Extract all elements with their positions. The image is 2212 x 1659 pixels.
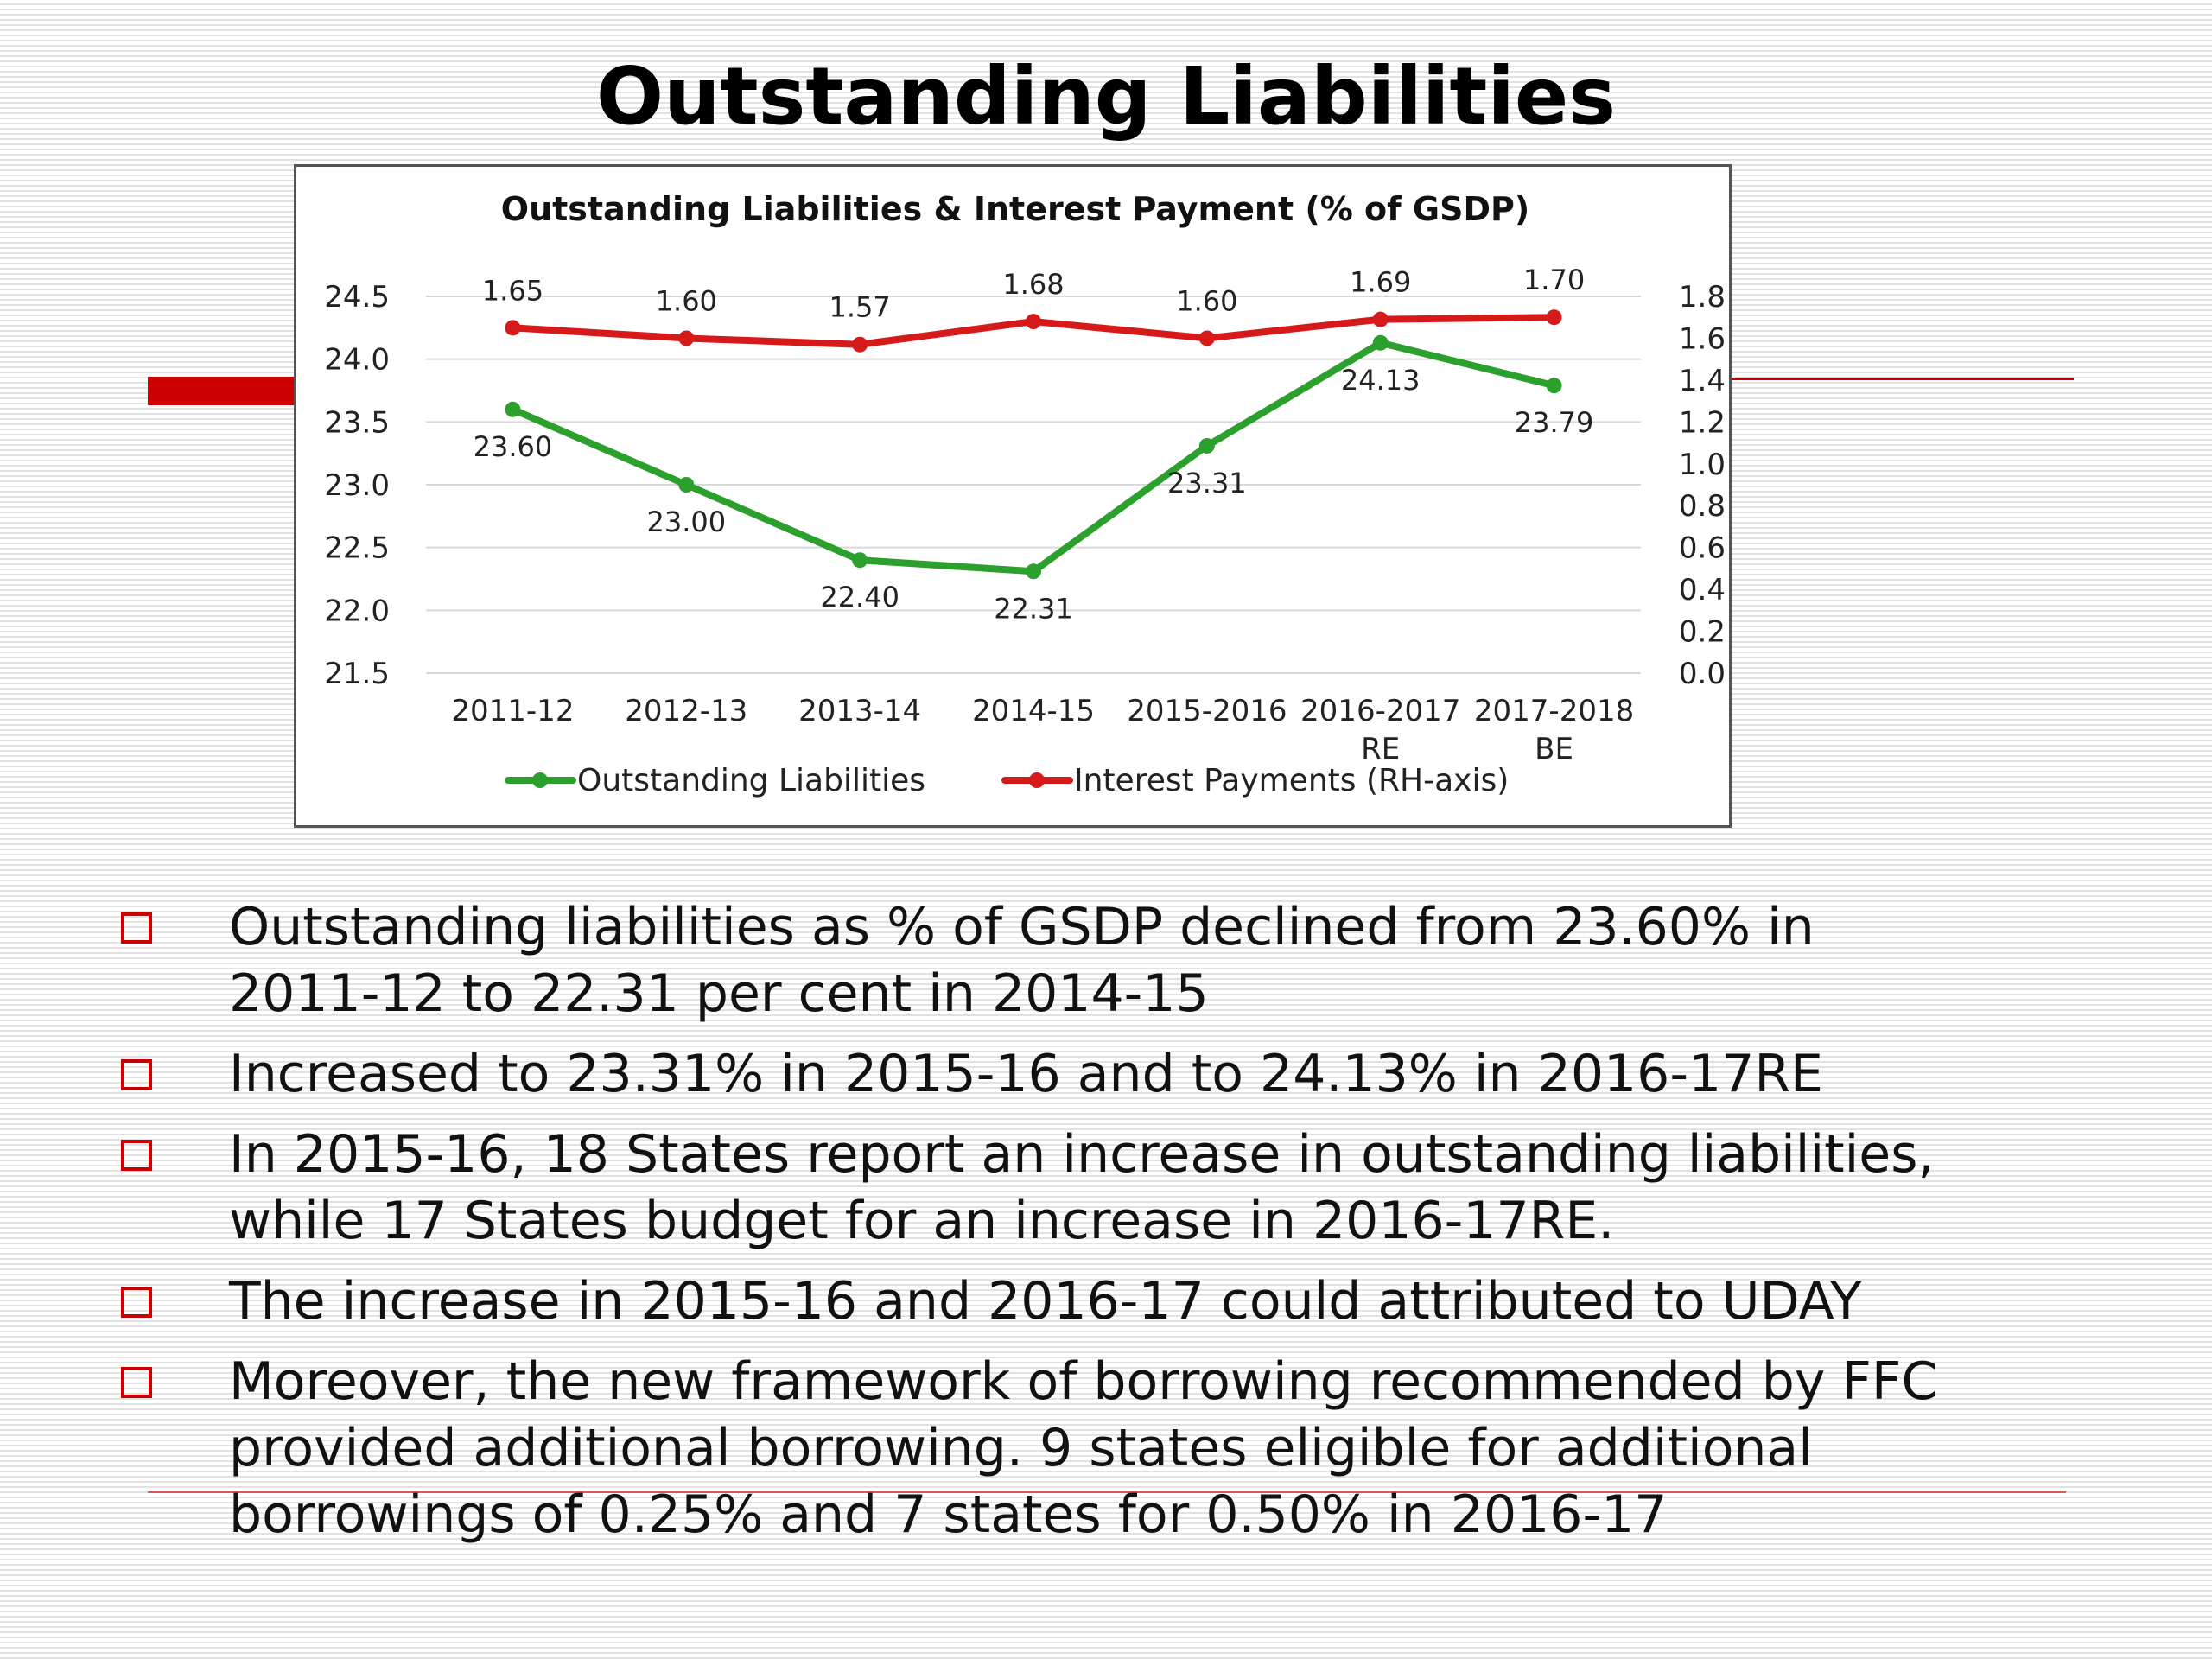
y-right-tick-label: 1.6 xyxy=(1679,321,1726,356)
y-right-tick-label: 0.2 xyxy=(1679,615,1726,650)
outstanding-liabilities-data-label: 22.31 xyxy=(994,592,1073,625)
interest-payments-point xyxy=(1198,330,1215,346)
bottom-divider-line xyxy=(148,1491,2066,1493)
y-right-tick-label: 1.8 xyxy=(1679,280,1726,315)
bullet-square-icon xyxy=(121,912,152,944)
y-right-tick-label: 0.0 xyxy=(1679,657,1726,691)
y-left-tick-label: 23.0 xyxy=(324,468,390,503)
y-right-tick-label: 1.4 xyxy=(1679,364,1726,398)
outstanding-liabilities-point xyxy=(1026,563,1041,580)
bullet-text-line: In 2015-16, 18 States report an increase… xyxy=(229,1124,1935,1185)
legend-interest-payments-marker xyxy=(1029,772,1045,788)
y-left-tick-label: 22.0 xyxy=(324,594,390,628)
bullet-text-line: Increased to 23.31% in 2015-16 and to 24… xyxy=(229,1044,1823,1104)
y-right-tick-label: 1.2 xyxy=(1679,405,1726,440)
bullet-text-line: Moreover, the new framework of borrowing… xyxy=(229,1351,1938,1412)
y-left-tick-label: 24.5 xyxy=(324,280,390,315)
interest-payments-data-label: 1.57 xyxy=(830,291,891,324)
legend-outstanding-liabilities-marker xyxy=(532,772,548,788)
interest-payments-point xyxy=(1546,309,1562,326)
outstanding-liabilities-data-label: 24.13 xyxy=(1341,364,1421,397)
outstanding-liabilities-data-label: 22.40 xyxy=(820,581,899,613)
accent-line xyxy=(1719,378,2074,380)
interest-payments-point xyxy=(1372,311,1389,327)
bullet-list: Outstanding liabilities as % of GSDP dec… xyxy=(121,894,2108,1562)
bullet-square-icon xyxy=(121,1287,152,1318)
legend-outstanding-liabilities-label: Outstanding Liabilities xyxy=(577,763,925,798)
interest-payments-data-label: 1.69 xyxy=(1350,266,1411,299)
interest-payments-point xyxy=(1026,314,1041,330)
y-right-tick-label: 1.0 xyxy=(1679,448,1726,482)
bullet-text-line: Outstanding liabilities as % of GSDP dec… xyxy=(229,897,1815,957)
interest-payments-data-label: 1.65 xyxy=(482,274,543,307)
outstanding-liabilities-point xyxy=(1372,334,1389,351)
bullet-text-line: while 17 States budget for an increase i… xyxy=(229,1191,1615,1251)
bullet-item: Increased to 23.31% in 2015-16 and to 24… xyxy=(121,1041,2108,1108)
x-tick-label: 2017-2018 xyxy=(1474,694,1634,728)
outstanding-liabilities-point xyxy=(1546,378,1562,394)
bullet-text-line: borrowings of 0.25% and 7 states for 0.5… xyxy=(229,1484,1668,1545)
outstanding-liabilities-data-label: 23.31 xyxy=(1167,467,1247,499)
y-left-tick-label: 22.5 xyxy=(324,531,390,566)
outstanding-liabilities-point xyxy=(678,477,695,493)
x-tick-label: BE xyxy=(1535,732,1573,766)
bullet-item: In 2015-16, 18 States report an increase… xyxy=(121,1122,2108,1255)
x-tick-label: RE xyxy=(1361,732,1400,766)
bullet-square-icon xyxy=(121,1367,152,1398)
interest-payments-point xyxy=(852,336,868,353)
outstanding-liabilities-data-label: 23.60 xyxy=(474,430,553,463)
bullet-item: Moreover, the new framework of borrowing… xyxy=(121,1349,2108,1548)
outstanding-liabilities-point xyxy=(852,552,868,569)
y-left-tick-label: 21.5 xyxy=(324,657,390,691)
outstanding-liabilities-point xyxy=(1198,437,1215,454)
accent-bar xyxy=(148,377,299,405)
legend-interest-payments-label: Interest Payments (RH-axis) xyxy=(1074,763,1509,798)
outstanding-liabilities-data-label: 23.00 xyxy=(646,505,726,538)
bullet-item: The increase in 2015-16 and 2016-17 coul… xyxy=(121,1268,2108,1335)
y-left-tick-label: 23.5 xyxy=(324,405,390,440)
bullet-text-line: provided additional borrowing. 9 states … xyxy=(229,1418,1813,1478)
bullet-text-line: 2011-12 to 22.31 per cent in 2014-15 xyxy=(229,963,1209,1024)
interest-payments-data-label: 1.60 xyxy=(1176,284,1237,317)
y-right-tick-label: 0.8 xyxy=(1679,489,1726,524)
x-tick-label: 2015-2016 xyxy=(1127,694,1287,728)
interest-payments-data-label: 1.68 xyxy=(1002,268,1064,301)
y-left-tick-label: 24.0 xyxy=(324,343,390,378)
interest-payments-data-label: 1.70 xyxy=(1523,264,1585,296)
bullet-square-icon xyxy=(121,1140,152,1171)
chart-title: Outstanding Liabilities & Interest Payme… xyxy=(501,190,1529,228)
y-right-tick-label: 0.6 xyxy=(1679,531,1726,566)
outstanding-liabilities-point xyxy=(505,401,521,417)
bullet-item: Outstanding liabilities as % of GSDP dec… xyxy=(121,894,2108,1027)
chart-container: Outstanding Liabilities & Interest Payme… xyxy=(294,164,1732,828)
outstanding-liabilities-data-label: 23.79 xyxy=(1515,406,1594,439)
x-tick-label: 2011-12 xyxy=(451,694,574,728)
interest-payments-point xyxy=(505,320,521,336)
interest-payments-point xyxy=(678,330,695,346)
bullet-square-icon xyxy=(121,1059,152,1090)
y-right-tick-label: 0.4 xyxy=(1679,573,1726,607)
slide-title: Outstanding Liabilities xyxy=(595,50,1617,143)
x-tick-label: 2013-14 xyxy=(798,694,921,728)
interest-payments-data-label: 1.60 xyxy=(656,284,717,317)
x-tick-label: 2012-13 xyxy=(625,694,747,728)
bullet-text-line: The increase in 2015-16 and 2016-17 coul… xyxy=(229,1271,1862,1332)
x-tick-label: 2014-15 xyxy=(972,694,1095,728)
x-tick-label: 2016-2017 xyxy=(1300,694,1460,728)
line-chart: Outstanding Liabilities & Interest Payme… xyxy=(324,190,1726,798)
